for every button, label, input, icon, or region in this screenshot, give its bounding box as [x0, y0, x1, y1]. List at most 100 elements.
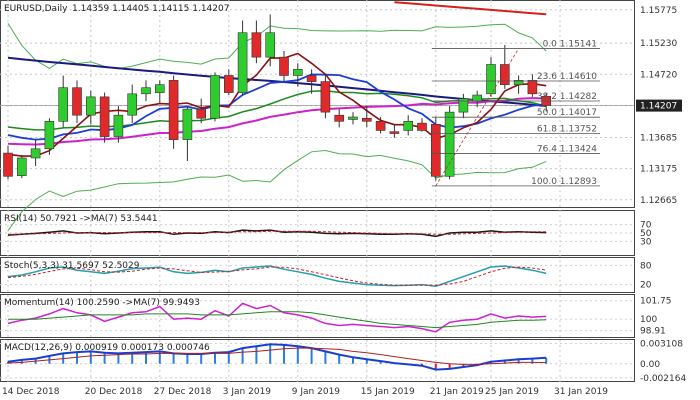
macd-histogram-bar: [296, 346, 299, 364]
rsi-ytick-label: 50: [640, 229, 652, 239]
bear-candle: [375, 121, 386, 131]
rsi-title: RSI(14) 50.7921 ->MA(7) 53.5441: [4, 214, 158, 224]
bear-candle: [72, 87, 82, 116]
x-tick-label: 20 Dec 2018: [85, 387, 143, 397]
ma-55-line: [7, 56, 547, 107]
x-tick-label: 3 Jan 2019: [223, 387, 271, 397]
macd-histogram-bar: [76, 352, 78, 364]
macd-histogram-bar: [227, 352, 230, 364]
price-ytick-label: 1.12665: [640, 196, 677, 206]
stoch-ytick-label: 80: [640, 261, 652, 271]
ma-200-line: [394, 1, 547, 16]
macd-histogram-bar: [89, 351, 92, 364]
macd-histogram-bar: [186, 354, 189, 364]
macd-panel: [0, 339, 635, 382]
price-ytick-label: 1.15775: [640, 6, 677, 16]
x-tick-label: 25 Jan 2019: [485, 387, 539, 397]
x-tick-label: 31 Jan 2019: [554, 387, 608, 397]
macd-histogram-bar: [379, 361, 382, 364]
macd-histogram-bar: [214, 352, 216, 364]
fib-level-label: 50.0 1.14017: [537, 108, 597, 118]
price-ytick-label: 1.14720: [640, 70, 677, 80]
bear-candle: [499, 64, 510, 85]
macd-histogram-bar: [352, 357, 354, 364]
axis-labels: 1.15775 1.15230 1.14720 1.13685 1.13175 1.126…: [2, 6, 686, 397]
bull-candle: [348, 116, 358, 120]
price-badge-label: 1.14207: [640, 102, 677, 112]
bull-candle: [237, 32, 248, 93]
macd-histogram-bar: [117, 353, 120, 364]
macd-histogram-bar: [365, 359, 368, 364]
bull-candle: [210, 75, 220, 119]
macd-histogram-bar: [158, 351, 161, 364]
macd-ytick-label: 0.00: [640, 360, 660, 370]
bull-candle: [127, 93, 137, 116]
overlay-lines: [7, 1, 547, 231]
fib-level-label: 61.8 1.13752: [537, 124, 597, 134]
bull-candle: [472, 94, 483, 102]
x-tick-label: 21 Jan 2019: [430, 387, 484, 397]
bear-candle: [417, 122, 427, 131]
stoch-ytick-label: 20: [640, 281, 652, 291]
grid: [0, 0, 634, 382]
macd-histogram-bar: [241, 348, 244, 364]
rsi-ytick-label: 70: [640, 221, 652, 231]
bear-candle: [389, 131, 400, 134]
bear-candle: [3, 152, 13, 177]
bear-candle: [306, 75, 317, 82]
bull-candle: [58, 87, 69, 122]
fib-level-label: 100.0 1.12893: [531, 177, 597, 187]
fib-levels: 0.0 1.15141 23.6 1.14610 38.2 1.14282 50.0 …: [431, 40, 600, 187]
bull-candle: [44, 121, 55, 150]
macd-histogram-bar: [545, 357, 548, 364]
momentum-ma-line: [8, 311, 547, 329]
macd-ytick-label: -0.002164: [640, 374, 686, 384]
bull-candle: [403, 121, 414, 131]
macd-histogram-bar: [338, 354, 341, 364]
macd-ytick-label: 0.003108: [640, 340, 683, 350]
macd-histogram-bar: [503, 360, 506, 364]
bear-candle: [430, 124, 441, 177]
ma-10-line: [7, 73, 547, 141]
macd-histogram-bar: [103, 352, 106, 364]
bull-candle: [141, 87, 151, 95]
macd-title: MACD(12,26,9) 0.000919 0.000173 0.000746: [4, 343, 210, 353]
bear-candle: [168, 80, 179, 140]
fib-level-label: 76.4 1.13424: [537, 144, 597, 154]
ma-30-line: [7, 97, 547, 146]
stoch-d-signal-line: [7, 266, 547, 286]
price-badge: [636, 99, 682, 112]
fib-level-label: 0.0 1.15141: [543, 40, 597, 50]
bear-candle: [361, 117, 372, 122]
bull-candle: [182, 108, 193, 140]
bull-candle: [30, 148, 41, 159]
rsi-line: [7, 229, 547, 238]
macd-histogram-bar: [131, 352, 134, 364]
bull-candle: [292, 69, 303, 76]
bull-candle: [113, 114, 124, 137]
bull-candle: [16, 157, 27, 176]
x-tick-label: 14 Dec 2018: [2, 387, 60, 397]
bear-candle: [279, 56, 289, 76]
price-ytick-label: 1.13685: [640, 133, 677, 143]
fib-level-label: 23.6 1.14610: [537, 72, 597, 82]
bull-candle: [444, 111, 455, 177]
price-ytick-label: 1.13175: [640, 165, 677, 175]
bear-candle: [99, 96, 110, 137]
stoch-panel: [0, 257, 635, 293]
x-tick-label: 15 Jan 2019: [361, 387, 415, 397]
macd-histogram-bar: [255, 346, 258, 364]
momentum-ytick-label: 98.91: [640, 327, 666, 337]
x-tick-label: 9 Jan 2019: [292, 387, 340, 397]
macd-histogram-bar: [269, 344, 272, 364]
macd-histogram-bar: [531, 358, 534, 364]
macd-histogram-bar: [172, 353, 175, 364]
momentum-ytick-label: 101.75: [640, 297, 672, 307]
bear-candle: [527, 80, 538, 95]
momentum-line: [7, 302, 547, 333]
bollinger-upper: [7, 23, 547, 70]
macd-histogram-bar: [448, 363, 451, 369]
macd-histogram-bar: [517, 359, 520, 364]
stoch-title: Stoch(5,3,3) 31.5697 52.5029: [4, 261, 140, 271]
